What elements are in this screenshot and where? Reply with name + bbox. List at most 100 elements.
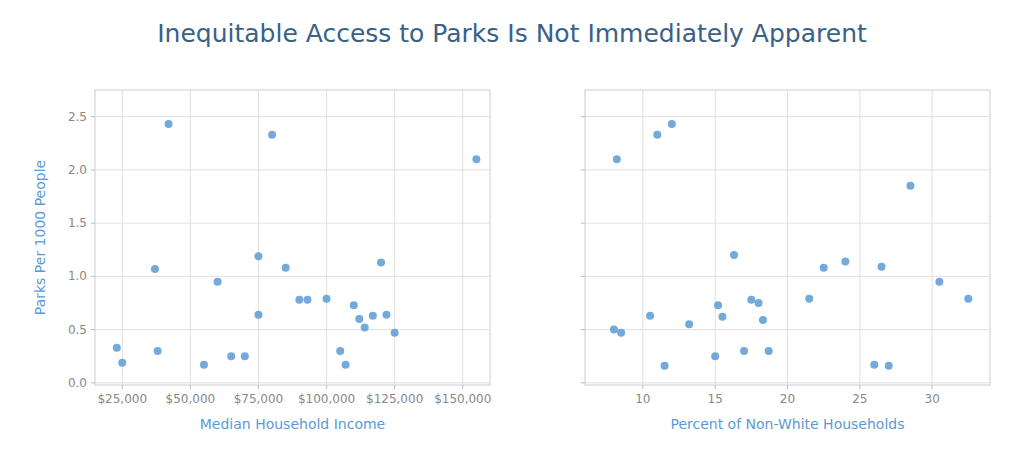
- title: Inequitable Access to Parks Is Not Immed…: [157, 19, 867, 48]
- tick-y: [91, 382, 95, 383]
- tick-label-x: $75,000: [234, 392, 284, 406]
- scatter-point: [369, 312, 377, 320]
- grid-line-x: [326, 90, 327, 385]
- tick-x: [258, 385, 259, 389]
- grid-line-y: [95, 116, 490, 117]
- grid-line-y: [95, 276, 490, 277]
- tick-label-y: 0.0: [68, 376, 87, 390]
- scatter-point: [906, 182, 914, 190]
- scatter-point: [377, 259, 385, 267]
- scatter-point: [342, 361, 350, 369]
- tick-y: [581, 276, 585, 277]
- tick-y: [91, 276, 95, 277]
- tick-label-x: 20: [780, 392, 795, 406]
- scatter-point: [646, 312, 654, 320]
- scatter-point: [382, 311, 390, 319]
- scatter-point: [355, 315, 363, 323]
- plot-1: 1015202530Percent of Non-White Household…: [581, 90, 990, 432]
- scatter-point: [610, 326, 618, 334]
- tick-x: [326, 385, 327, 389]
- plot-0: $25,000$50,000$75,000$100,000$125,000$15…: [32, 90, 491, 432]
- tick-y: [581, 329, 585, 330]
- grid-line-y: [585, 169, 990, 170]
- grid-line-x: [394, 90, 395, 385]
- scatter-point: [214, 278, 222, 286]
- scatter-point: [350, 301, 358, 309]
- scatter-point: [935, 278, 943, 286]
- grid-line-x: [715, 90, 716, 385]
- scatter-point: [711, 352, 719, 360]
- scatter-point: [714, 301, 722, 309]
- scatter-point: [740, 347, 748, 355]
- scatter-point: [151, 265, 159, 273]
- scatter-point: [685, 320, 693, 328]
- tick-x: [394, 385, 395, 389]
- grid-line-x: [258, 90, 259, 385]
- scatter-point: [617, 329, 625, 337]
- scatter-point: [668, 120, 676, 128]
- tick-label-y: 2.0: [68, 163, 87, 177]
- scatter-point: [336, 347, 344, 355]
- grid-line-x: [122, 90, 123, 385]
- scatter-point: [254, 252, 262, 260]
- points: [610, 120, 972, 370]
- scatter-point: [755, 299, 763, 307]
- scatter-point: [391, 329, 399, 337]
- scatter-point: [241, 352, 249, 360]
- grid-line-y: [585, 276, 990, 277]
- tick-y: [581, 169, 585, 170]
- tick-x: [932, 385, 933, 389]
- scatter-point: [730, 251, 738, 259]
- scatter-point: [154, 347, 162, 355]
- tick-x: [462, 385, 463, 389]
- tick-y: [91, 169, 95, 170]
- scatter-point: [820, 264, 828, 272]
- scatter-point: [303, 296, 311, 304]
- scatter-point: [759, 316, 767, 324]
- tick-label-x: 10: [635, 392, 650, 406]
- scatter-point: [118, 359, 126, 367]
- tick-y: [91, 329, 95, 330]
- x-axis-label: Percent of Non-White Households: [670, 416, 904, 432]
- grid-line-x: [462, 90, 463, 385]
- scatter-point: [113, 344, 121, 352]
- tick-x: [642, 385, 643, 389]
- scatter-point: [472, 155, 480, 163]
- x-axis-label: Median Household Income: [200, 416, 385, 432]
- grid-line-y: [95, 382, 490, 383]
- scatter-point: [885, 362, 893, 370]
- tick-label-x: $25,000: [97, 392, 147, 406]
- grid-line-x: [859, 90, 860, 385]
- tick-label-x: 30: [925, 392, 940, 406]
- plot-frame: [95, 90, 490, 385]
- grid-line-y: [585, 116, 990, 117]
- grid-line-y: [585, 329, 990, 330]
- tick-x: [859, 385, 860, 389]
- grid-line-x: [787, 90, 788, 385]
- tick-label-x: $50,000: [166, 392, 216, 406]
- grid-line-y: [95, 223, 490, 224]
- scatter-point: [841, 257, 849, 265]
- tick-label-y: 2.5: [68, 110, 87, 124]
- scatter-point: [254, 311, 262, 319]
- scatter-point: [268, 131, 276, 139]
- scatter-point: [870, 361, 878, 369]
- tick-x: [122, 385, 123, 389]
- grid-line-y: [585, 223, 990, 224]
- scatter-point: [653, 131, 661, 139]
- tick-label-y: 1.0: [68, 269, 87, 283]
- grid-line-x: [642, 90, 643, 385]
- scatter-point: [613, 155, 621, 163]
- grid-line-y: [95, 329, 490, 330]
- scatter-point: [718, 313, 726, 321]
- tick-y: [581, 223, 585, 224]
- scatter-point: [964, 295, 972, 303]
- tick-label-x: 25: [852, 392, 867, 406]
- grid-line-y: [95, 169, 490, 170]
- scatter-point: [282, 264, 290, 272]
- tick-y: [581, 382, 585, 383]
- tick-label-x: $100,000: [298, 392, 355, 406]
- scatter-point: [323, 295, 331, 303]
- scatter-point: [747, 296, 755, 304]
- scatter-point: [295, 296, 303, 304]
